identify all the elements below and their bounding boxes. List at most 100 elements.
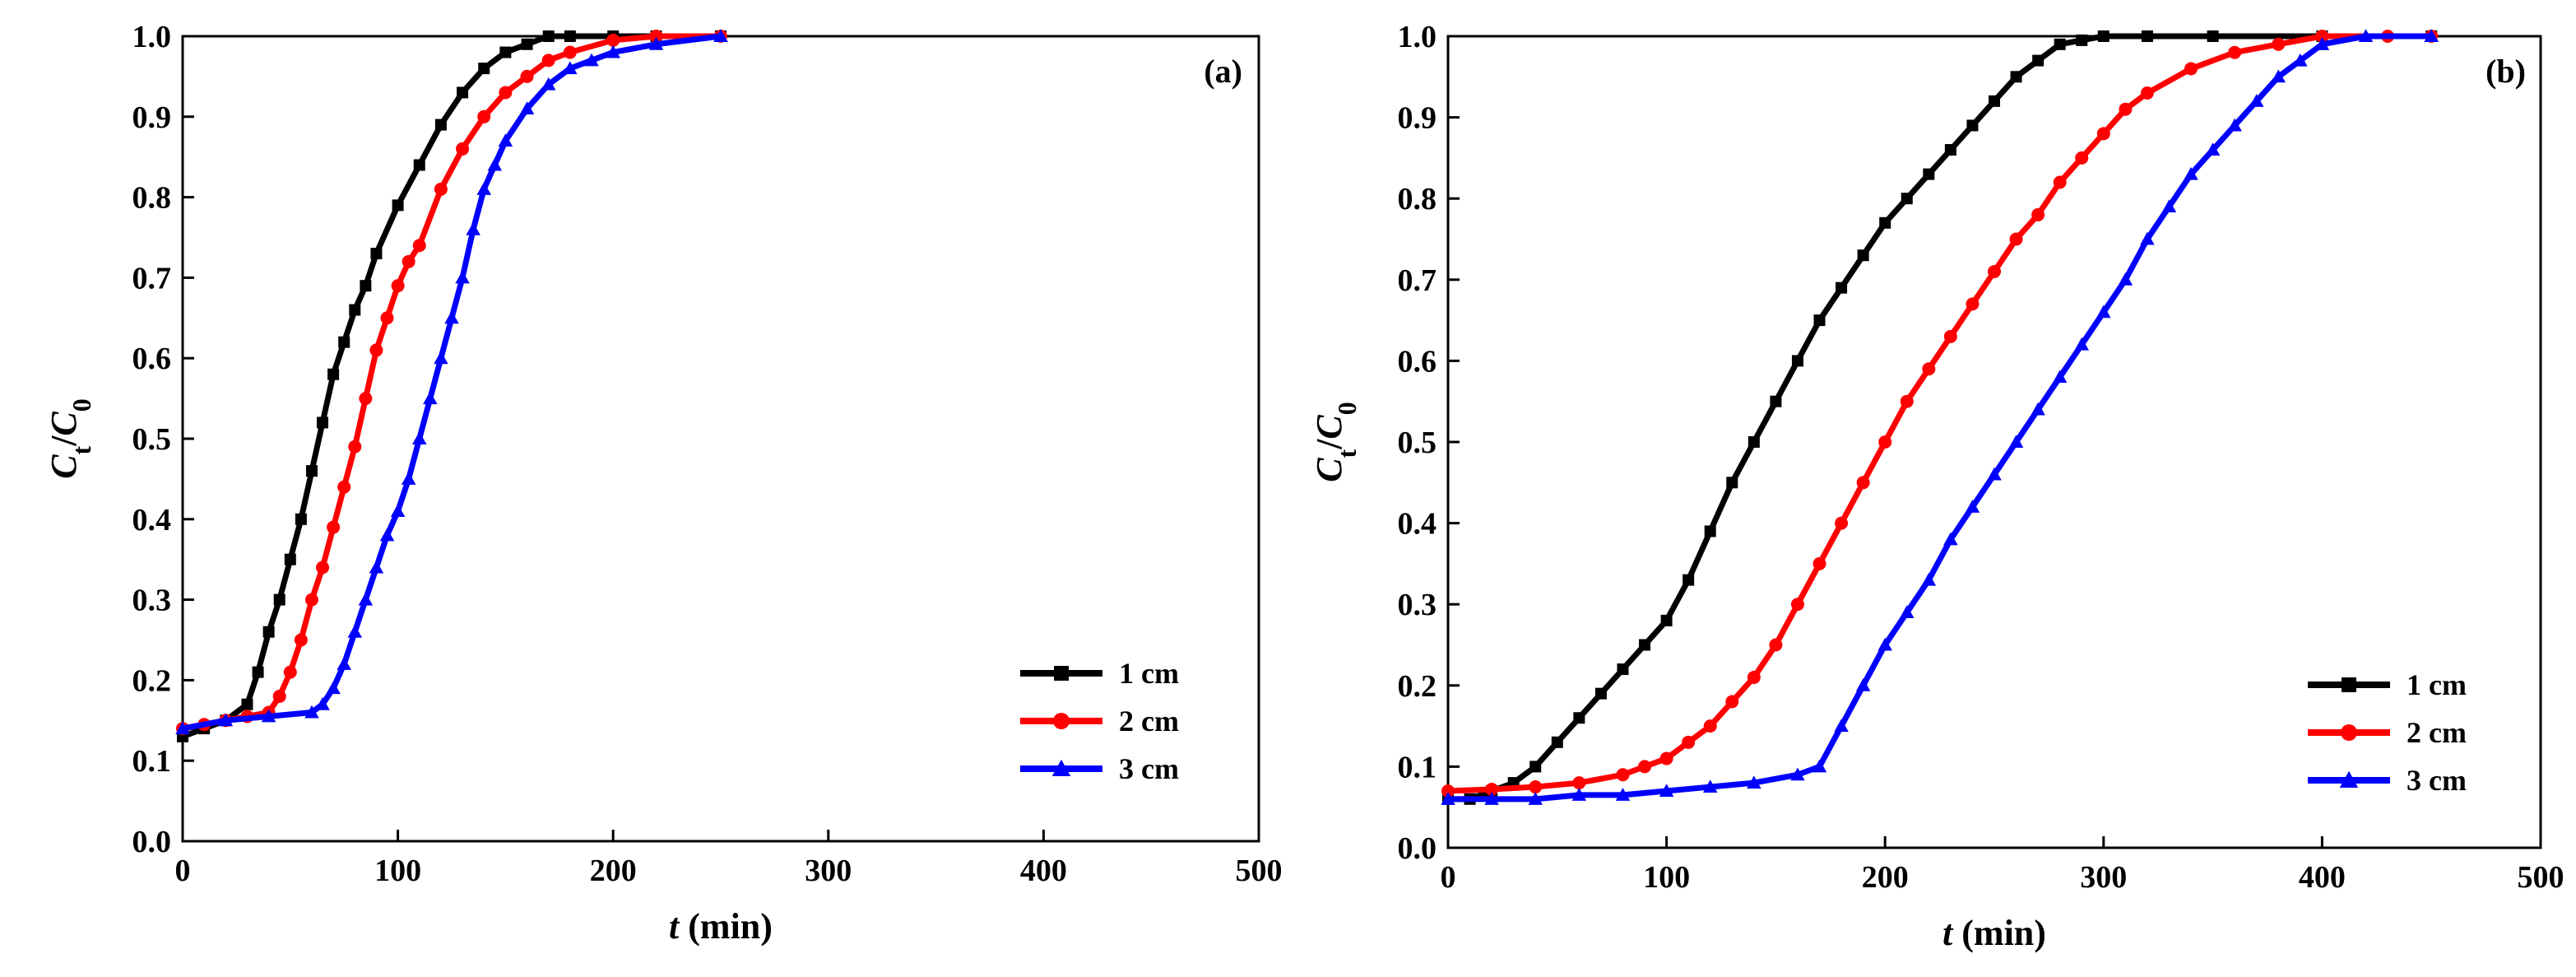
- legend-label: 2 cm: [2407, 716, 2467, 749]
- y-tick-label: 0.2: [132, 663, 172, 698]
- data-point: [1639, 639, 1651, 651]
- data-point: [1922, 362, 1936, 376]
- data-point: [337, 657, 351, 670]
- data-point: [327, 520, 341, 534]
- data-point: [2228, 45, 2242, 59]
- data-point: [2075, 151, 2089, 165]
- y-tick-label: 1.0: [132, 20, 172, 54]
- data-point: [2342, 677, 2356, 692]
- data-point: [390, 504, 406, 518]
- data-point: [2358, 29, 2374, 42]
- y-tick-label: 0.8: [132, 181, 172, 216]
- data-point: [1943, 532, 1958, 546]
- data-point: [1855, 678, 1871, 691]
- series-2-cm: [176, 30, 727, 736]
- data-point: [434, 119, 447, 131]
- data-point: [1660, 614, 1673, 626]
- panel-label: (b): [2485, 53, 2526, 90]
- data-point: [1617, 663, 1629, 676]
- data-point: [1659, 751, 1673, 765]
- data-point: [519, 101, 535, 115]
- y-tick-label: 0.1: [132, 744, 172, 779]
- data-point: [1791, 355, 1803, 367]
- data-point: [218, 713, 234, 727]
- data-point: [1770, 395, 1782, 407]
- x-tick-label: 400: [1020, 854, 1067, 888]
- legend-label: 2 cm: [1119, 705, 1179, 737]
- data-point: [2161, 199, 2177, 213]
- y-tick-label: 0.4: [1398, 507, 1437, 542]
- data-point: [1901, 193, 1913, 205]
- data-point: [241, 698, 253, 710]
- data-point: [1703, 719, 1717, 733]
- data-point: [412, 239, 426, 253]
- data-point: [401, 472, 416, 485]
- data-point: [1812, 556, 1826, 570]
- data-point: [261, 709, 276, 723]
- data-point: [455, 270, 470, 284]
- data-point: [1812, 759, 1827, 773]
- data-point: [1054, 666, 1069, 681]
- x-tick-label: 100: [1643, 860, 1690, 895]
- data-point: [1943, 329, 1957, 343]
- data-point: [457, 86, 469, 99]
- data-point: [1529, 780, 1543, 794]
- data-point: [1441, 792, 1455, 805]
- data-point: [1551, 736, 1563, 748]
- data-point: [2118, 272, 2133, 286]
- data-point: [1769, 638, 1783, 652]
- y-tick-label: 0.3: [132, 584, 172, 618]
- data-point: [369, 560, 384, 574]
- data-point: [1965, 500, 1980, 513]
- data-point: [1747, 775, 1761, 789]
- data-point: [1835, 516, 1849, 530]
- data-point: [542, 30, 555, 42]
- data-point: [2097, 30, 2110, 42]
- series-1-cm: [1442, 30, 2438, 805]
- data-point: [1921, 572, 1937, 586]
- data-point: [347, 624, 363, 638]
- data-point: [272, 689, 286, 703]
- data-point: [1659, 784, 1674, 797]
- y-tick-label: 0.6: [1398, 344, 1437, 379]
- data-point: [1571, 788, 1587, 801]
- data-point: [1573, 712, 1585, 724]
- data-point: [2031, 402, 2045, 416]
- data-point: [1726, 477, 1738, 489]
- x-tick-label: 300: [2080, 860, 2127, 895]
- data-point: [2031, 207, 2045, 221]
- x-axis-title: t (min): [1942, 913, 2046, 953]
- y-tick-label: 0.3: [1398, 588, 1437, 622]
- data-point: [327, 368, 340, 380]
- data-point: [2424, 29, 2439, 42]
- data-point: [2339, 770, 2359, 788]
- data-point: [584, 53, 599, 67]
- data-point: [606, 44, 620, 58]
- data-point: [2271, 69, 2286, 83]
- data-point: [1988, 264, 2001, 278]
- y-tick-label: 0.7: [1398, 263, 1437, 298]
- data-point: [521, 38, 533, 50]
- data-point: [434, 182, 448, 196]
- y-tick-label: 0.6: [132, 342, 172, 376]
- data-point: [1594, 687, 1607, 700]
- data-point: [1441, 784, 1455, 798]
- data-point: [1987, 467, 2002, 481]
- data-point: [1966, 119, 1979, 132]
- data-point: [1790, 767, 1805, 781]
- y-tick-label: 0.5: [132, 422, 172, 457]
- x-tick-label: 500: [1236, 854, 1283, 888]
- legend: 1 cm 2 cm 3 cm: [1020, 657, 1179, 785]
- data-point: [1572, 776, 1586, 790]
- data-point: [304, 593, 318, 607]
- data-point: [1857, 249, 1869, 262]
- data-point: [2053, 175, 2067, 189]
- data-point: [499, 46, 512, 58]
- y-tick-label: 0.0: [132, 825, 172, 859]
- legend-label: 1 cm: [1119, 657, 1179, 690]
- data-point: [2008, 435, 2024, 448]
- data-point: [360, 280, 372, 292]
- data-point: [1878, 435, 1892, 449]
- data-point: [1682, 735, 1696, 749]
- data-point: [317, 416, 329, 429]
